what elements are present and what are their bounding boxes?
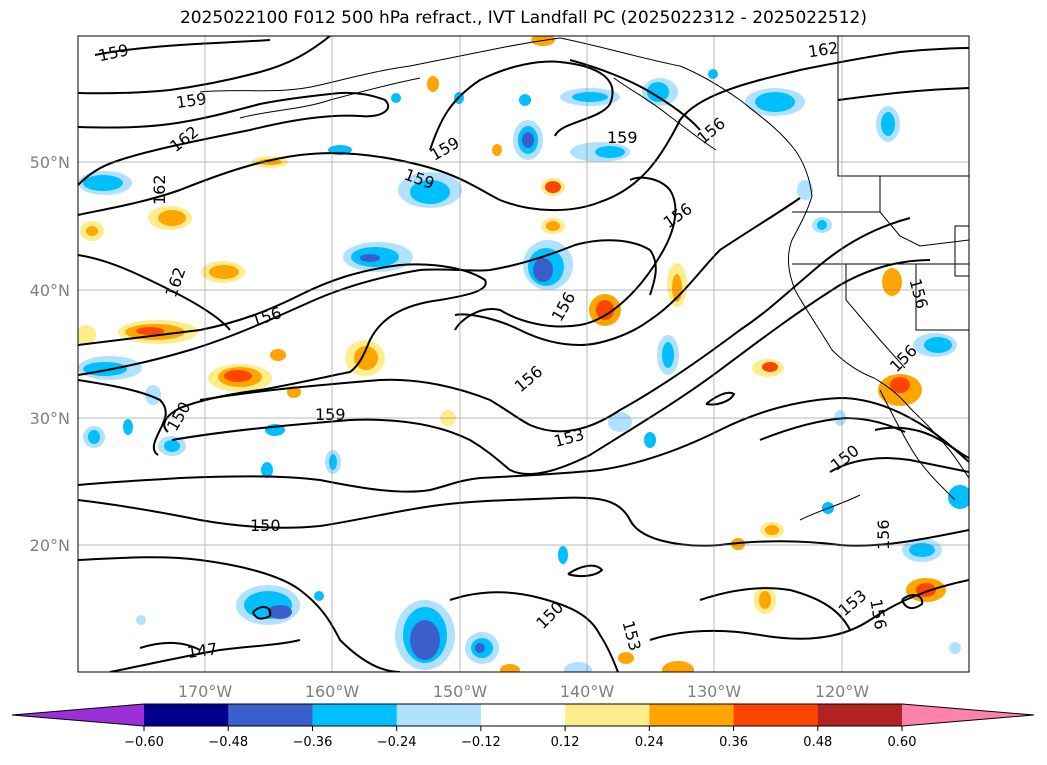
colorbar-segment: [144, 704, 229, 726]
map-frame: [77, 35, 970, 673]
contour-label: 156: [874, 519, 893, 550]
latitude-label: 40°N: [30, 281, 70, 300]
latitude-label: 20°N: [30, 536, 70, 555]
map-title: 2025022100 F012 500 hPa refract., IVT La…: [179, 8, 867, 28]
colorbar-segment: [817, 704, 903, 726]
longitude-labels: 170°W 160°W 150°W 140°W 130°W 120°W: [178, 682, 870, 701]
colorbar-extend-max: [902, 704, 1034, 726]
latitude-label: 50°N: [30, 153, 70, 172]
contour-label: 159: [315, 405, 346, 424]
longitude-label: 160°W: [305, 682, 360, 701]
colorbar-tick-label: −0.12: [461, 735, 501, 750]
colorbar-tick-label: 0.24: [635, 735, 664, 750]
contour-label: 159: [175, 89, 208, 112]
longitude-label: 120°W: [815, 682, 870, 701]
colorbar-tick-label: 0.48: [803, 735, 832, 750]
colorbar-tick-label: 0.60: [888, 735, 917, 750]
contour-label: 162: [150, 174, 169, 205]
colorbar-segment: [480, 704, 566, 726]
colorbar-segment: [733, 704, 819, 726]
longitude-label: 140°W: [560, 682, 615, 701]
latitude-label: 30°N: [30, 409, 70, 428]
colorbar-segment: [396, 704, 482, 726]
contour-label: 147: [186, 639, 219, 662]
colorbar-extend-min: [12, 704, 144, 726]
colorbar-tick-label: 0.36: [719, 735, 748, 750]
contour-label: 159: [607, 128, 638, 147]
contour-label: 150: [250, 516, 281, 535]
longitude-label: 150°W: [433, 682, 488, 701]
colorbar-segment: [649, 704, 735, 726]
colorbar: −0.60 −0.48 −0.36 −0.24 −0.12 0.12 0.24 0.36 0.4…: [11, 703, 1035, 750]
latitude-labels: 50°N 40°N 30°N 20°N: [30, 153, 70, 555]
negative-anomaly-shading: [78, 69, 969, 672]
colorbar-segment: [228, 704, 313, 726]
gridlines: [78, 36, 969, 672]
colorbar-segment: [565, 704, 650, 726]
longitude-label: 170°W: [178, 682, 233, 701]
colorbar-tick-label: −0.36: [293, 735, 333, 750]
longitude-label: 130°W: [687, 682, 742, 701]
colorbar-tick-label: −0.48: [208, 735, 248, 750]
contour-label: 162: [807, 38, 840, 61]
colorbar-tick-label: −0.24: [377, 735, 417, 750]
colorbar-segment: [312, 704, 398, 726]
colorbar-tick-label: 0.12: [551, 735, 580, 750]
colorbar-tick-label: −0.60: [124, 735, 164, 750]
